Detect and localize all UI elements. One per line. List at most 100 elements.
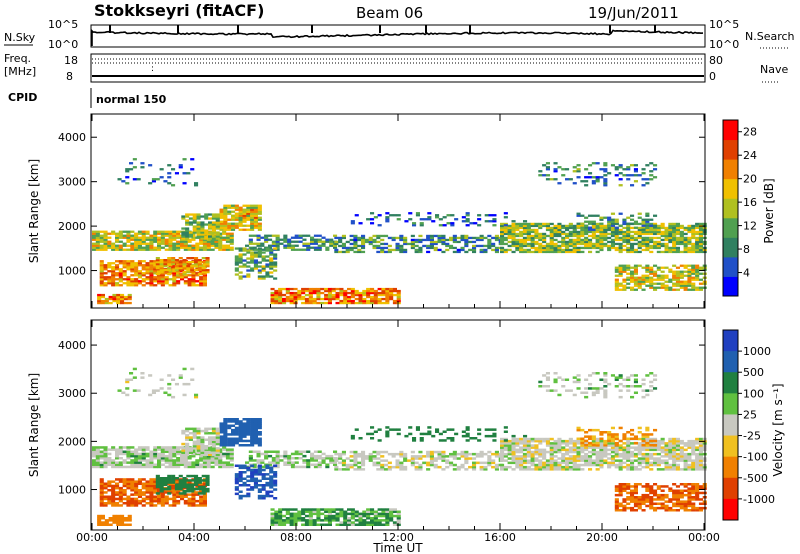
- velocity-cell: [403, 455, 408, 458]
- velocity-cell: [134, 502, 139, 505]
- power-cell: [370, 287, 375, 291]
- velocity-cell: [122, 465, 127, 469]
- power-cell: [614, 266, 619, 269]
- power-cell: [261, 275, 266, 278]
- power-cell: [622, 248, 627, 252]
- velocity-cell: [479, 455, 484, 458]
- power-cell: [618, 172, 623, 175]
- power-cell: [287, 240, 292, 243]
- power-cell: [568, 248, 573, 252]
- power-cell: [389, 214, 394, 217]
- velocity-cell: [591, 439, 596, 443]
- power-cell: [691, 270, 696, 273]
- velocity-cell: [126, 480, 131, 483]
- velocity-cell: [269, 471, 274, 474]
- velocity-cell: [178, 483, 183, 486]
- power-cell: [197, 273, 202, 276]
- power-cell: [591, 228, 596, 231]
- power-cell: [561, 248, 566, 252]
- velocity-cell: [231, 420, 236, 423]
- power-colorbar-frame: [722, 119, 739, 297]
- power-cell: [603, 164, 608, 167]
- power-cell: [256, 234, 261, 237]
- velocity-cell: [534, 437, 539, 441]
- power-cell: [591, 220, 596, 223]
- velocity-cell: [565, 461, 570, 465]
- velocity-cell: [282, 519, 287, 522]
- velocity-cell: [191, 499, 196, 503]
- power-cell: [460, 246, 465, 250]
- power-cell: [588, 214, 593, 217]
- velocity-cell: [285, 519, 290, 522]
- velocity-cell: [115, 484, 120, 488]
- power-heatmap-cells: [92, 158, 707, 305]
- power-cell: [376, 234, 381, 238]
- power-cell: [679, 242, 684, 246]
- velocity-cell: [479, 452, 484, 456]
- velocity-cell: [515, 439, 520, 443]
- power-cell: [370, 289, 375, 293]
- velocity-cell: [622, 461, 627, 465]
- power-cell: [159, 261, 164, 264]
- power-cell: [145, 262, 150, 265]
- power-cell: [310, 240, 315, 243]
- power-cell: [542, 248, 547, 252]
- velocity-cell: [377, 514, 382, 518]
- power-cell: [160, 280, 165, 283]
- power-cell: [227, 212, 232, 215]
- power-cell: [234, 267, 239, 270]
- velocity-cell: [181, 451, 186, 454]
- velocity-cell: [107, 459, 112, 462]
- velocity-cell: [630, 455, 635, 458]
- velocity-cell: [227, 418, 232, 421]
- power-cell: [238, 218, 243, 221]
- power-cell: [160, 274, 165, 277]
- power-cell: [557, 222, 562, 226]
- power-cell: [229, 236, 234, 239]
- power-cell: [250, 247, 255, 250]
- power-cell: [391, 236, 396, 240]
- power-cell: [633, 278, 638, 281]
- power-cell: [576, 238, 581, 242]
- velocity-cell: [545, 439, 550, 443]
- power-cell: [159, 176, 164, 179]
- velocity-cell: [679, 455, 684, 458]
- velocity-cell: [519, 461, 524, 465]
- power-cell: [633, 282, 638, 285]
- power-cell: [341, 244, 346, 248]
- velocity-cell: [103, 454, 108, 458]
- velocity-cell: [672, 465, 677, 469]
- power-cell: [534, 234, 539, 238]
- velocity-cell: [167, 481, 172, 484]
- power-cell: [274, 293, 279, 297]
- power-cell: [660, 222, 665, 226]
- power-cell: [183, 242, 188, 245]
- power-cell: [118, 274, 123, 277]
- power-cell: [515, 224, 520, 228]
- power-cell: [115, 282, 120, 285]
- velocity-cell: [403, 468, 408, 471]
- velocity-cell: [130, 454, 135, 458]
- velocity-cell: [675, 442, 680, 445]
- power-cell: [253, 212, 258, 215]
- power-cell: [660, 282, 665, 285]
- power-cell: [511, 244, 516, 248]
- power-cell: [614, 280, 619, 283]
- power-cell: [191, 244, 196, 247]
- velocity-cell: [103, 482, 108, 485]
- velocity-cell: [660, 439, 665, 443]
- velocity-cell: [561, 446, 566, 449]
- velocity-cell: [202, 463, 207, 466]
- power-cell: [565, 248, 570, 252]
- velocity-cell: [256, 452, 261, 456]
- power-cell: [234, 224, 239, 227]
- power-cell: [653, 214, 658, 217]
- power-cell: [630, 266, 635, 269]
- power-cell: [503, 224, 508, 227]
- power-cell: [257, 226, 262, 229]
- power-cell: [242, 275, 247, 278]
- power-cell: [225, 232, 230, 235]
- power-cell: [607, 246, 612, 250]
- power-cell: [387, 244, 392, 248]
- velocity-cell: [479, 461, 484, 465]
